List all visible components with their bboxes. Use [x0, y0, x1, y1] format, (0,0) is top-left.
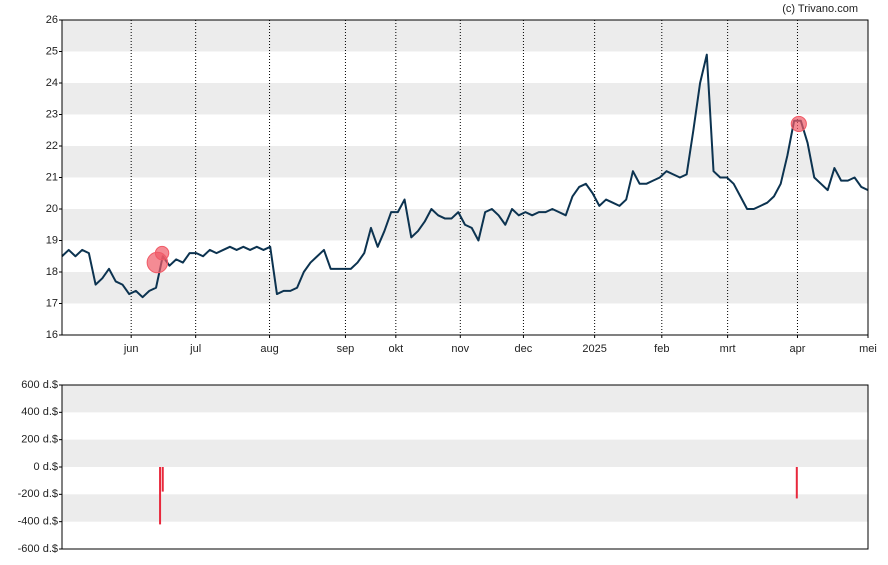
x-tick-label: sep — [337, 343, 355, 355]
band — [62, 146, 868, 178]
x-tick-label: mrt — [720, 343, 736, 355]
y-tick-label: 24 — [46, 77, 58, 89]
band — [62, 494, 868, 522]
y-tick-label: 22 — [46, 140, 58, 152]
y-tick-label: 0 d.$ — [34, 461, 58, 473]
x-tick-label: nov — [451, 343, 469, 355]
y-tick-label: 17 — [46, 297, 58, 309]
band — [62, 20, 868, 52]
y-tick-label: 21 — [46, 171, 58, 183]
trade-marker — [790, 115, 807, 133]
y-tick-label: -600 d.$ — [18, 543, 58, 555]
band — [62, 272, 868, 304]
y-tick-label: -400 d.$ — [18, 516, 58, 528]
y-tick-label: 25 — [46, 45, 58, 57]
watermark: (c) Trivano.com — [782, 3, 858, 15]
band — [62, 439, 868, 467]
y-tick-label: 400 d.$ — [21, 406, 58, 418]
x-tick-label: mei — [859, 343, 877, 355]
band — [62, 385, 868, 413]
plot-frame — [61, 19, 869, 336]
x-tick-label: dec — [515, 343, 533, 355]
plot-frame — [61, 384, 869, 550]
y-tick-label: 19 — [46, 234, 58, 246]
bar — [795, 467, 798, 499]
bar — [161, 467, 164, 492]
bar — [159, 467, 162, 525]
y-tick-label: 200 d.$ — [21, 434, 58, 446]
y-tick-label: 23 — [46, 108, 58, 120]
y-tick-label: 600 d.$ — [21, 379, 58, 391]
y-tick-label: 18 — [46, 266, 58, 278]
x-tick-label: jul — [189, 343, 201, 355]
y-tick-label: 26 — [46, 14, 58, 26]
y-tick-label: 16 — [46, 329, 58, 341]
price-line — [61, 53, 869, 299]
x-tick-label: feb — [654, 343, 669, 355]
y-tick-label: 20 — [46, 203, 58, 215]
x-tick-label: okt — [388, 343, 403, 355]
x-tick-label: jun — [123, 343, 139, 355]
y-tick-label: -200 d.$ — [18, 488, 58, 500]
x-tick-label: aug — [260, 343, 278, 355]
trade-marker — [154, 245, 170, 261]
x-tick-label: apr — [790, 343, 806, 355]
band — [62, 83, 868, 115]
x-tick-label: 2025 — [582, 343, 606, 355]
